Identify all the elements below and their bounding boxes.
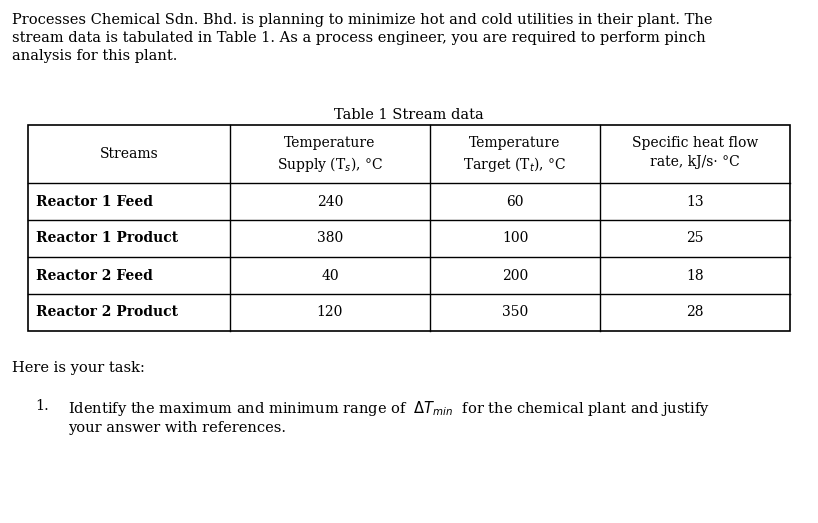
Text: Processes Chemical Sdn. Bhd. is planning to minimize hot and cold utilities in t: Processes Chemical Sdn. Bhd. is planning…: [12, 13, 712, 27]
Text: rate, kJ/s· °C: rate, kJ/s· °C: [650, 155, 739, 169]
Text: 13: 13: [686, 195, 703, 209]
Text: Temperature: Temperature: [470, 136, 560, 150]
Text: Temperature: Temperature: [285, 136, 375, 150]
Text: 240: 240: [317, 195, 344, 209]
Text: analysis for this plant.: analysis for this plant.: [12, 49, 178, 63]
Text: Streams: Streams: [100, 147, 159, 161]
Text: 1.: 1.: [35, 399, 49, 413]
Text: Specific heat flow: Specific heat flow: [631, 136, 758, 150]
Text: 380: 380: [317, 232, 343, 245]
Text: Table 1 Stream data: Table 1 Stream data: [334, 108, 484, 122]
Text: 60: 60: [506, 195, 524, 209]
Text: 18: 18: [686, 268, 703, 282]
Text: 28: 28: [686, 305, 703, 320]
Text: Reactor 2 Feed: Reactor 2 Feed: [36, 268, 153, 282]
Text: 120: 120: [317, 305, 344, 320]
Text: Reactor 2 Product: Reactor 2 Product: [36, 305, 178, 320]
Text: 25: 25: [686, 232, 703, 245]
Text: Identify the maximum and minimum range of  $\Delta T_{min}$  for the chemical pl: Identify the maximum and minimum range o…: [68, 399, 710, 418]
Text: Here is your task:: Here is your task:: [12, 361, 145, 375]
Text: 350: 350: [502, 305, 528, 320]
Text: 200: 200: [502, 268, 528, 282]
Text: your answer with references.: your answer with references.: [68, 421, 286, 435]
Text: 100: 100: [501, 232, 528, 245]
Text: stream data is tabulated in Table 1. As a process engineer, you are required to : stream data is tabulated in Table 1. As …: [12, 31, 706, 45]
Text: Reactor 1 Product: Reactor 1 Product: [36, 232, 178, 245]
Bar: [28, 125, 790, 331]
Text: Reactor 1 Feed: Reactor 1 Feed: [36, 195, 153, 209]
Text: Supply (T$_s$), °C: Supply (T$_s$), °C: [277, 155, 383, 174]
Text: 40: 40: [321, 268, 339, 282]
Text: Target (T$_t$), °C: Target (T$_t$), °C: [463, 155, 567, 174]
